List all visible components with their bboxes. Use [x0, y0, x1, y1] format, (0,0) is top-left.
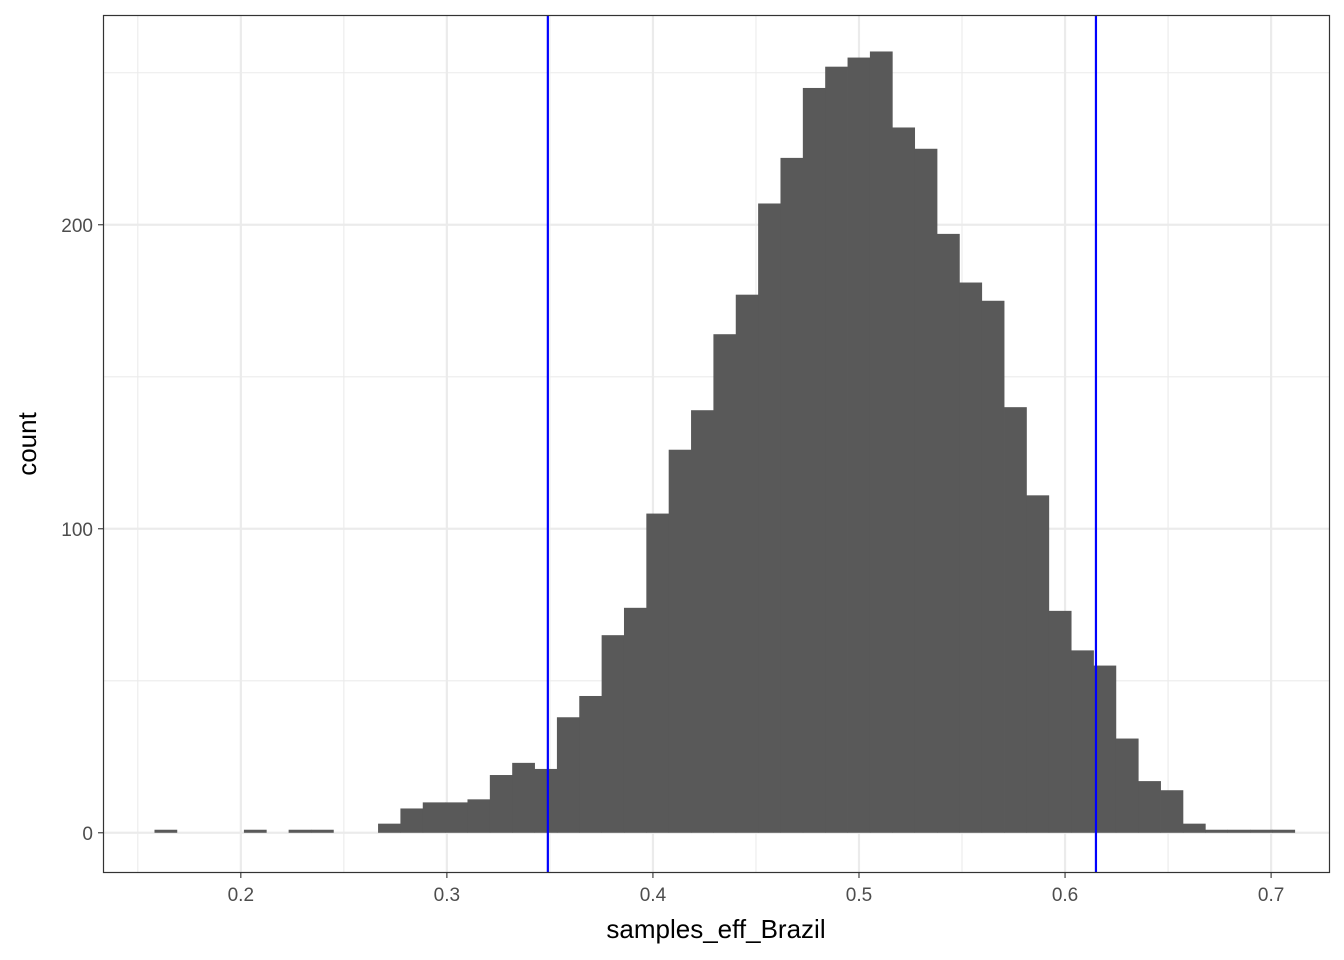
histogram-bar: [623, 607, 647, 833]
histogram-bar: [825, 66, 848, 833]
histogram-bar: [1205, 829, 1229, 833]
histogram-bar: [310, 829, 334, 833]
histogram-bar: [981, 300, 1005, 833]
y-tick-label: 100: [61, 520, 93, 541]
histogram-bar: [1115, 738, 1139, 833]
y-axis-title: count: [12, 411, 42, 475]
histogram-bar: [243, 829, 267, 833]
x-axis: 0.2 0.3 0.4 0.5 0.6 0.7: [228, 872, 1284, 906]
histogram-bar: [802, 87, 826, 833]
histogram-bar: [936, 233, 960, 833]
x-axis-title: samples_eff_Brazil: [606, 914, 825, 944]
histogram-bar: [914, 148, 938, 833]
histogram-bar: [758, 203, 781, 833]
histogram-bar: [780, 157, 804, 833]
histogram-bar: [556, 717, 580, 833]
histogram-bar: [847, 57, 871, 833]
histogram-bar: [959, 282, 983, 833]
histogram-bar: [869, 51, 893, 833]
histogram-bar: [579, 695, 603, 833]
histogram-bar: [512, 762, 535, 833]
histogram-bar: [489, 775, 513, 833]
histogram-bar: [445, 802, 468, 833]
x-tick-label: 0.4: [640, 885, 667, 906]
histogram-bar: [691, 410, 714, 833]
histogram-bar: [467, 799, 491, 833]
minor-gridlines: [104, 15, 1329, 872]
histogram-bar: [1160, 790, 1184, 833]
interval-lines: [546, 15, 1098, 872]
histogram-bar: [1093, 665, 1117, 833]
histogram-bar: [601, 635, 625, 833]
histogram-bar: [713, 334, 737, 833]
plot-panel-border: [102, 14, 1331, 874]
histogram-bar: [1004, 407, 1027, 833]
histogram-bar: [668, 449, 692, 833]
histogram-bar: [1249, 829, 1273, 833]
histogram-bar: [534, 768, 558, 833]
histogram-bar: [1272, 829, 1296, 833]
histogram-bar: [288, 829, 312, 833]
x-tick-label: 0.2: [228, 885, 254, 906]
histogram-bar: [422, 802, 446, 833]
histogram-bar: [892, 127, 916, 833]
y-tick-label: 0: [82, 824, 93, 845]
histogram-bar: [1182, 823, 1206, 833]
histogram-bar: [1026, 495, 1050, 833]
histogram-bar: [646, 513, 670, 833]
histogram-bar: [400, 808, 424, 833]
x-tick-label: 0.3: [434, 885, 460, 906]
x-tick-label: 0.6: [1052, 885, 1078, 906]
x-tick-label: 0.7: [1258, 885, 1284, 906]
y-tick-label: 200: [61, 216, 93, 237]
histogram-bar: [378, 823, 401, 833]
y-axis: 0 100 200: [61, 216, 104, 845]
histogram-bar: [1048, 610, 1072, 833]
histogram-bar: [1071, 650, 1094, 833]
histogram-bar: [154, 829, 178, 833]
histogram-bar: [735, 294, 759, 833]
x-tick-label: 0.5: [846, 885, 872, 906]
histogram-bar: [1227, 829, 1251, 833]
histogram-bars: [154, 51, 1296, 833]
histogram-bar: [1138, 781, 1161, 833]
